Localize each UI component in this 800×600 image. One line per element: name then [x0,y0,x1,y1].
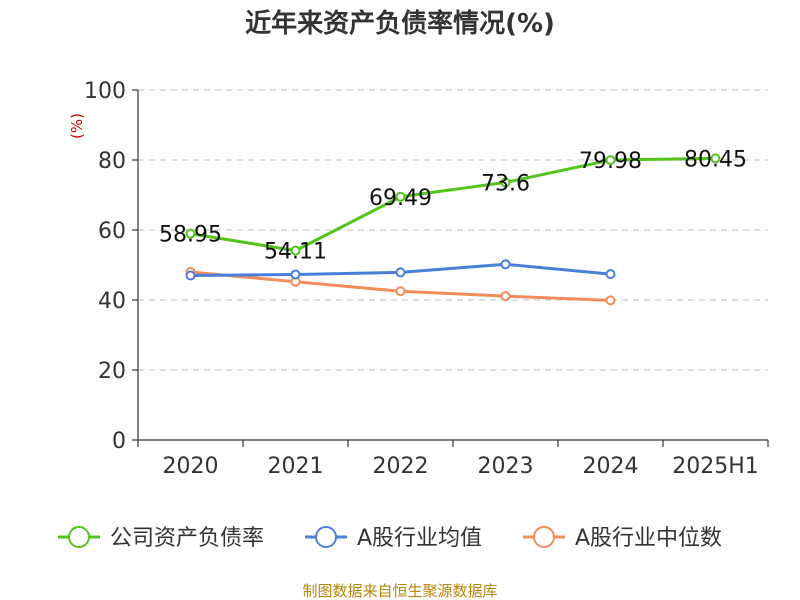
data-label: 54.11 [264,240,327,265]
y-tick-label: 20 [98,359,126,384]
legend-marker-icon [533,526,555,548]
data-label: 79.98 [579,149,642,174]
data-point [395,267,406,278]
x-tick-label: 2023 [478,454,534,479]
data-point [395,191,406,202]
data-point [605,155,616,166]
legend-marker-icon [68,526,90,548]
grid-lines [138,89,768,371]
y-axis-label: (%) [68,113,86,139]
y-tick-label: 60 [98,219,126,244]
legend-marker-icon [315,526,337,548]
series-group [185,153,721,306]
data-point [290,269,301,280]
y-tick-label: 40 [98,289,126,314]
data-label: 80.45 [684,147,747,172]
legend-label: A股行业中位数 [575,526,722,551]
data-labels: 58.95 54.11 69.49 73.6 79.98 80.45 [159,147,747,264]
y-tick-label: 100 [84,79,126,104]
data-point [500,291,511,302]
data-label: 69.49 [369,186,432,211]
data-point [290,245,301,256]
y-tick-label: 80 [98,149,126,174]
series-line [190,156,716,253]
legend-label: A股行业均值 [357,526,482,551]
x-tick-label: 2021 [268,454,324,479]
x-tick-label: 2025H1 [672,454,759,479]
data-point [185,228,196,239]
data-point [605,295,616,306]
data-label: 58.95 [159,223,222,248]
data-label: 73.6 [481,171,530,196]
y-tick-label: 0 [112,429,126,454]
data-point [395,286,406,297]
data-point [500,259,511,270]
data-point [500,177,511,188]
x-tick-label: 2024 [583,454,639,479]
source-note: 制图数据来自恒生聚源数据库 [302,582,497,600]
chart-title: 近年来资产负债率情况(%) [245,8,555,39]
legend-label: 公司资产负债率 [110,526,264,551]
legend: 公司资产负债率 A股行业均值 A股行业中位数 [58,526,722,551]
data-point [185,270,196,281]
data-point [605,269,616,280]
data-point [710,153,721,164]
x-tick-label: 2020 [163,454,219,479]
x-tick-label: 2022 [373,454,429,479]
axes: 0 20 40 60 80 100 2020 2021 2022 2023 2024 2025H1 [84,79,769,479]
